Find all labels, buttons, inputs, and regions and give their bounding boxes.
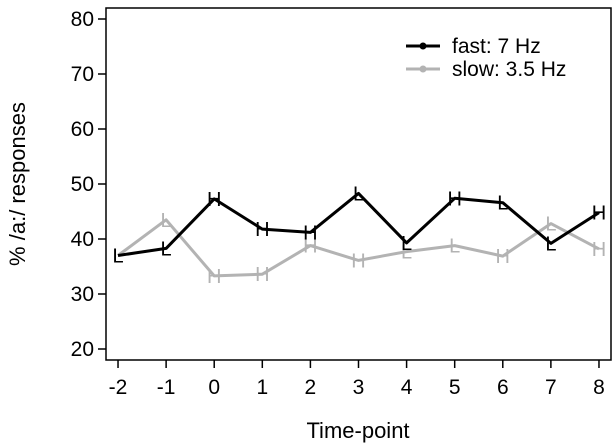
x-tick-label: 7 bbox=[545, 376, 557, 399]
point-label-slow: H bbox=[255, 264, 269, 286]
x-axis-title: Time-point bbox=[306, 418, 409, 443]
point-label-slow: L bbox=[161, 210, 172, 232]
y-tick-label: 30 bbox=[71, 283, 94, 306]
point-label-fast: L bbox=[497, 193, 508, 215]
x-tick-label: -2 bbox=[109, 376, 128, 399]
legend-swatch-marker bbox=[419, 65, 427, 73]
point-label-slow: L bbox=[401, 242, 412, 264]
y-axis-title: % /a:/ responses bbox=[5, 102, 30, 266]
y-tick-label: 40 bbox=[71, 228, 94, 251]
point-label-slow: H bbox=[303, 236, 317, 258]
series-line-fast bbox=[117, 191, 600, 257]
x-tick-label: -1 bbox=[157, 376, 176, 399]
y-tick-label: 50 bbox=[71, 173, 94, 196]
point-label-fast: L bbox=[353, 183, 364, 205]
x-tick-label: 6 bbox=[497, 376, 509, 399]
point-label-fast: L bbox=[161, 238, 172, 260]
x-tick-label: 5 bbox=[449, 376, 461, 399]
x-tick-label: 8 bbox=[593, 376, 605, 399]
y-tick-label: 60 bbox=[71, 118, 94, 141]
x-tick-label: 0 bbox=[208, 376, 220, 399]
legend-label: fast: 7 Hz bbox=[452, 35, 541, 58]
x-tick-label: 4 bbox=[401, 376, 413, 399]
point-label-slow: H bbox=[496, 246, 510, 268]
point-label-fast: H bbox=[207, 189, 221, 211]
point-label-slow: L bbox=[449, 236, 460, 258]
legend-swatch-marker bbox=[419, 42, 427, 50]
point-label-slow: H bbox=[592, 239, 606, 261]
legend-label: slow: 3.5 Hz bbox=[452, 58, 566, 81]
point-label-fast: H bbox=[447, 188, 461, 210]
x-tick-label: 1 bbox=[256, 376, 268, 399]
point-label-slow: H bbox=[351, 250, 365, 272]
point-label-fast: H bbox=[303, 222, 317, 244]
y-tick-label: 80 bbox=[71, 8, 94, 31]
point-label-fast: L bbox=[401, 233, 412, 255]
point-label-slow: H bbox=[207, 266, 221, 288]
x-axis: -2 -1 0 1 2 3 4 5 6 7 8 bbox=[109, 360, 605, 399]
point-label-slow: L bbox=[545, 214, 556, 236]
point-label-slow: L bbox=[112, 246, 123, 268]
x-tick-label: 2 bbox=[305, 376, 317, 399]
point-label-fast: L bbox=[545, 233, 556, 255]
x-tick-label: 3 bbox=[353, 376, 365, 399]
y-axis: 20 30 40 50 60 70 80 bbox=[71, 8, 106, 361]
point-label-fast: L bbox=[112, 246, 123, 268]
y-tick-label: 20 bbox=[71, 338, 94, 361]
point-label-fast: H bbox=[255, 219, 269, 241]
series-line-slow bbox=[117, 218, 600, 278]
point-label-fast: H bbox=[592, 203, 606, 225]
y-tick-label: 70 bbox=[71, 63, 94, 86]
